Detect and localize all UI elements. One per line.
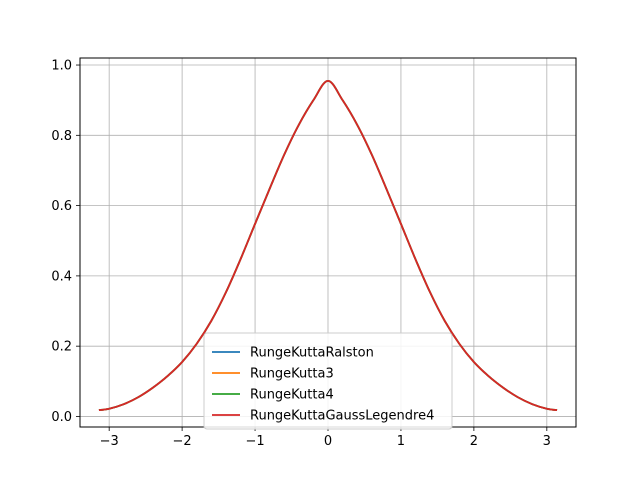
grid <box>80 58 576 427</box>
x-tick-label: −1 <box>245 434 264 449</box>
y-tick-label: 0.8 <box>51 129 72 144</box>
x-tick-label: −2 <box>173 434 192 449</box>
legend-label: RungeKuttaRalston <box>250 346 374 361</box>
legend: RungeKuttaRalston RungeKutta3 RungeKutta4 R… <box>203 332 453 430</box>
legend-label: RungeKuttaGaussLegendre4 <box>250 409 434 424</box>
x-tick-label: 2 <box>470 434 478 449</box>
y-tick-label: 0.4 <box>51 269 72 284</box>
y-axis: 0.0 0.2 0.4 0.6 0.8 1.0 <box>51 59 80 425</box>
x-tick-label: 1 <box>397 434 405 449</box>
series-line-3 <box>98 79 558 412</box>
x-axis: −3 −2 −1 0 1 2 3 <box>100 427 551 449</box>
legend-box <box>203 332 453 430</box>
y-tick-label: 1.0 <box>51 59 72 74</box>
y-tick-label: 0.0 <box>51 410 72 425</box>
legend-label: RungeKutta4 <box>250 388 334 403</box>
legend-label: RungeKutta3 <box>250 367 334 382</box>
x-tick-label: −3 <box>100 434 119 449</box>
x-tick-label: 0 <box>324 434 332 449</box>
series-lines <box>98 79 558 412</box>
y-tick-label: 0.6 <box>51 199 72 214</box>
y-tick-label: 0.2 <box>51 340 72 355</box>
x-tick-label: 3 <box>543 434 551 449</box>
